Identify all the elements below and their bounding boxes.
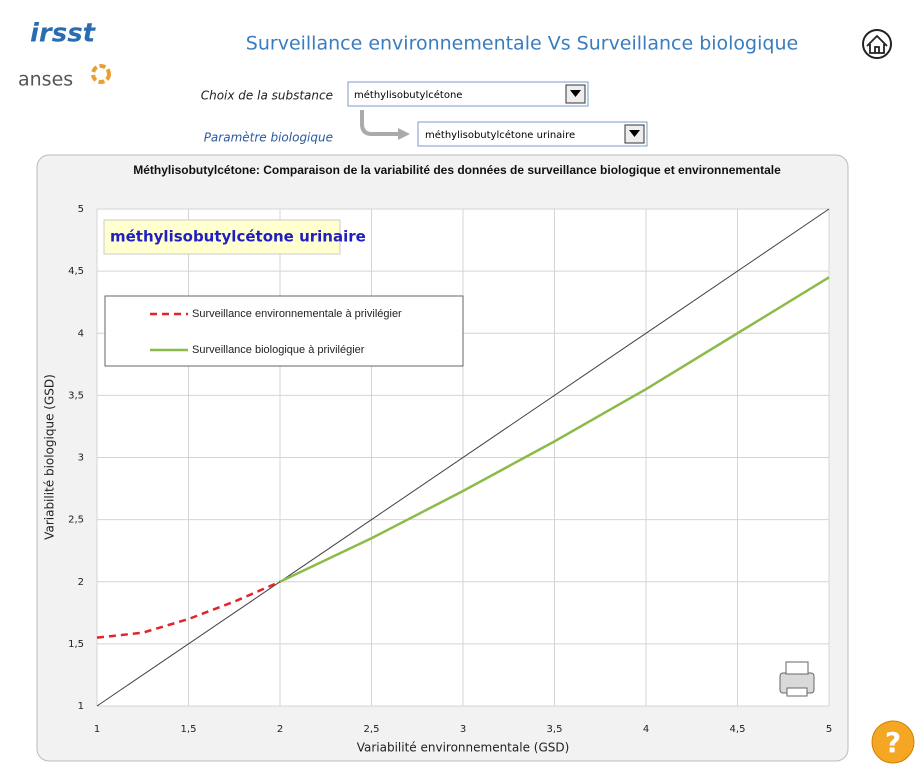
- page-title: Surveillance environnementale Vs Surveil…: [246, 33, 798, 55]
- logo: anses: [18, 69, 73, 91]
- series-line: [279, 276, 830, 583]
- logo: irsst: [30, 19, 97, 49]
- logo-icon: [91, 64, 111, 84]
- x-axis-label: Variabilité environnementale (GSD): [357, 741, 570, 755]
- annotation-box: [103, 219, 341, 255]
- x-tick-label: 4: [643, 724, 649, 735]
- chart-title: Méthylisobutylcétone: Comparaison de la …: [133, 163, 781, 177]
- y-tick-label: 5: [78, 204, 84, 215]
- y-tick-label: 4: [78, 328, 84, 339]
- connector-arrow: [398, 128, 410, 140]
- x-tick-label: 2,5: [364, 724, 380, 735]
- series-line: [96, 580, 281, 639]
- parameter-dropdown[interactable]: méthylisobutylcétone urinaire: [417, 121, 648, 147]
- y-tick-label: 3,5: [68, 390, 84, 401]
- y-tick-label: 4,5: [68, 266, 84, 277]
- y-tick-label: 3: [78, 453, 84, 464]
- field-label: Paramètre biologique: [204, 131, 333, 145]
- connector-arrow: [360, 110, 400, 136]
- legend-label: Surveillance biologique à privilégier: [192, 344, 365, 356]
- x-tick-label: 1,5: [181, 724, 197, 735]
- y-tick-label: 1,5: [68, 639, 84, 650]
- home-button[interactable]: [862, 29, 892, 59]
- y-axis-label: Variabilité biologique (GSD): [43, 374, 57, 540]
- x-tick-label: 1: [94, 724, 100, 735]
- legend-label: Surveillance environnementale à privilég…: [192, 308, 402, 320]
- x-tick-label: 3,5: [547, 724, 563, 735]
- help-button[interactable]: ?: [871, 720, 915, 764]
- print-button[interactable]: [779, 661, 815, 697]
- x-tick-label: 4,5: [730, 724, 746, 735]
- annotation: méthylisobutylcétone urinaire: [110, 228, 366, 246]
- x-tick-label: 5: [826, 724, 832, 735]
- series-line: [96, 208, 830, 707]
- substance-dropdown[interactable]: méthylisobutylcétone: [347, 81, 589, 107]
- x-tick-label: 3: [460, 724, 466, 735]
- y-tick-label: 1: [78, 701, 84, 712]
- legend-box: [104, 295, 464, 367]
- x-tick-label: 2: [277, 724, 283, 735]
- y-tick-label: 2,5: [68, 515, 84, 526]
- y-tick-label: 2: [78, 577, 84, 588]
- dropdown-value: méthylisobutylcétone urinaire: [425, 129, 575, 141]
- dropdown-value: méthylisobutylcétone: [354, 89, 462, 101]
- field-label: Choix de la substance: [201, 89, 333, 103]
- help-icon: ?: [885, 726, 901, 759]
